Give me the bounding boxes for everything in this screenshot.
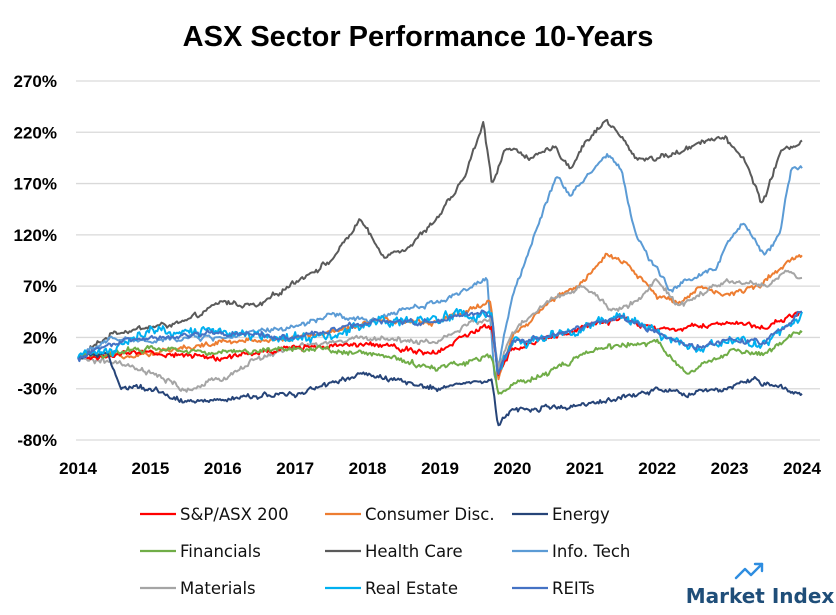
legend-item: Real Estate <box>325 579 458 598</box>
x-tick-label: 2023 <box>711 459 749 478</box>
y-tick-label: -80% <box>17 431 57 450</box>
y-tick-label: 270% <box>14 72 57 91</box>
x-axis-ticks: 2014 2015 2016 2017 2018 2019 2020 2021 2022 2023… <box>59 459 821 478</box>
legend-item: REITs <box>512 579 595 598</box>
legend-label: REITs <box>552 579 595 598</box>
x-tick-label: 2016 <box>204 459 242 478</box>
legend-item: Info. Tech <box>512 542 630 561</box>
y-tick-label: -30% <box>17 380 57 399</box>
legend-label: S&P/ASX 200 <box>180 505 289 524</box>
y-tick-label: 20% <box>23 328 57 347</box>
x-tick-label: 2017 <box>276 459 314 478</box>
legend-item: Health Care <box>325 542 463 561</box>
x-tick-label: 2020 <box>493 459 531 478</box>
x-tick-label: 2024 <box>783 459 821 478</box>
legend-item: Consumer Disc. <box>325 505 495 524</box>
legend-label: Materials <box>180 579 256 598</box>
series-line-info-tech <box>77 153 803 381</box>
legend-item: S&P/ASX 200 <box>140 505 289 524</box>
series-line-materials <box>77 269 803 393</box>
legend: S&P/ASX 200 Consumer Disc. Energy Financial… <box>140 505 630 598</box>
series-line-s-p-asx-200 <box>77 310 803 376</box>
x-tick-label: 2022 <box>638 459 676 478</box>
chart-title: ASX Sector Performance 10-Years <box>183 21 654 53</box>
series-line-energy <box>77 351 803 427</box>
legend-item: Energy <box>512 505 610 524</box>
legend-item: Materials <box>140 579 256 598</box>
series-line-financials <box>77 330 803 395</box>
legend-label: Consumer Disc. <box>365 505 495 524</box>
x-tick-label: 2015 <box>131 459 169 478</box>
x-tick-label: 2014 <box>59 459 97 478</box>
legend-item: Financials <box>140 542 261 561</box>
y-tick-label: 220% <box>14 123 57 142</box>
legend-label: Health Care <box>365 542 463 561</box>
y-axis-ticks: 270% 220% 170% 120% 70% 20% -30% -80% <box>14 72 57 450</box>
trend-arrow-head <box>753 562 764 573</box>
trend-arrow-icon <box>734 562 764 580</box>
x-tick-label: 2021 <box>566 459 604 478</box>
series-line-consumer-disc- <box>77 252 803 381</box>
legend-label: Real Estate <box>365 579 458 598</box>
brand-text: Market Index <box>686 584 835 608</box>
series-line-reits <box>77 309 802 375</box>
legend-label: Financials <box>180 542 261 561</box>
series-line-health-care <box>77 118 803 359</box>
y-tick-label: 120% <box>14 226 57 245</box>
legend-label: Energy <box>552 505 610 524</box>
y-tick-label: 70% <box>23 277 57 296</box>
x-tick-label: 2019 <box>421 459 459 478</box>
legend-label: Info. Tech <box>552 542 630 561</box>
x-tick-label: 2018 <box>349 459 387 478</box>
brand-logo: Market Index <box>686 562 835 608</box>
y-tick-label: 170% <box>14 175 57 194</box>
series-lines <box>77 118 803 427</box>
